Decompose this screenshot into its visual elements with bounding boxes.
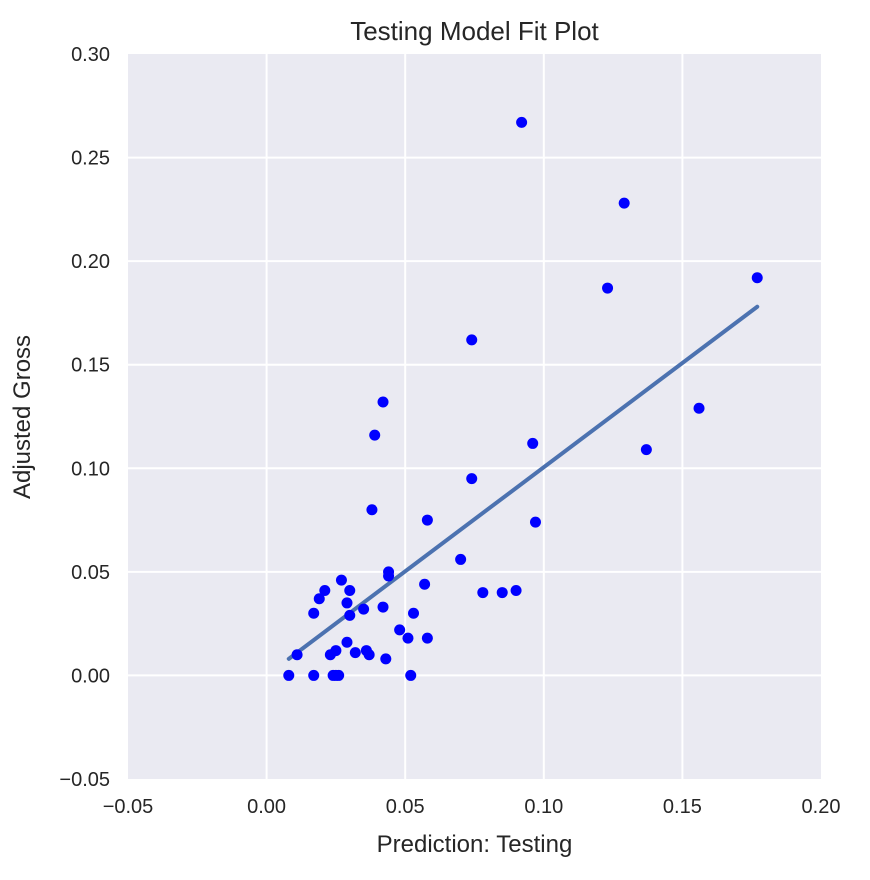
y-tick-label: −0.05 [59,769,110,791]
y-tick-label: 0.30 [71,44,110,66]
data-point [455,553,467,565]
x-tick-label: 0.15 [663,796,702,818]
data-point [358,603,370,615]
data-point [330,645,342,657]
x-axis-label: Prediction: Testing [377,831,573,858]
data-point [405,669,417,681]
data-point [377,396,389,408]
data-point [308,607,320,619]
data-point [618,197,630,209]
gridlines [128,54,821,779]
data-point [363,649,375,661]
data-point [602,282,614,294]
data-point [421,632,433,644]
y-axis-label: Adjusted Gross [9,335,36,499]
y-tick-label: 0.15 [71,355,110,377]
data-point [366,504,378,516]
plot-background [128,54,821,779]
data-point [380,653,392,665]
y-tick-label: 0.20 [71,251,110,273]
data-point [319,585,331,596]
x-tick-label: 0.00 [247,796,286,818]
data-point [466,334,478,346]
data-point [291,649,303,661]
data-point [394,624,406,636]
y-tick-label: 0.00 [71,665,110,687]
data-point [341,636,353,648]
data-point [751,272,763,284]
data-point [466,473,478,485]
data-point [369,429,381,441]
data-point [349,647,361,659]
data-point [283,669,295,681]
data-point [335,574,347,586]
data-point [477,587,489,599]
x-tick-label: 0.10 [524,796,563,818]
data-point [510,585,522,596]
data-point [402,632,414,644]
y-tick-label: 0.10 [71,458,110,480]
data-point [419,578,431,590]
data-point [516,116,528,128]
data-point [527,437,539,449]
tick-labels: −0.05 0.00 0.05 0.10 0.15 0.20 −0.05 0.00 0.05 0.… [59,44,840,818]
data-point [496,587,508,599]
data-point [344,609,356,621]
y-tick-label: 0.25 [71,148,110,170]
data-point [383,566,395,578]
x-tick-label: 0.20 [802,796,841,818]
regression-line [286,304,760,661]
chart-title: Testing Model Fit Plot [350,16,599,46]
data-point [408,607,420,619]
x-tick-label: −0.05 [103,796,154,818]
data-point [344,585,356,596]
data-point [313,593,325,605]
data-marks [283,116,763,681]
data-point [529,516,541,528]
data-point [421,514,433,526]
data-point [377,601,389,613]
y-tick-label: 0.05 [71,562,110,584]
data-point [333,669,345,681]
data-point [341,597,353,609]
x-tick-label: 0.05 [386,796,425,818]
data-point [640,444,652,456]
data-point [693,402,705,414]
data-point [308,669,320,681]
